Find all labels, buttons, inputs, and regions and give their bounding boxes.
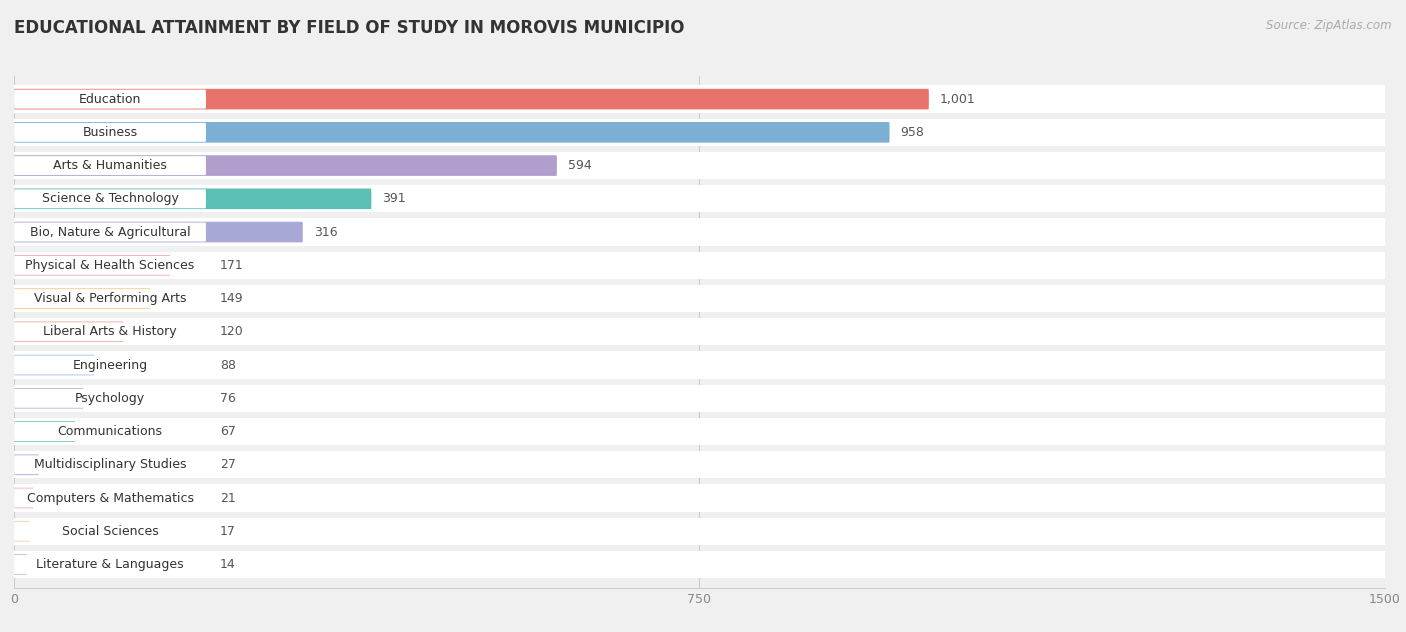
FancyBboxPatch shape xyxy=(14,488,34,508)
Text: Science & Technology: Science & Technology xyxy=(42,192,179,205)
FancyBboxPatch shape xyxy=(14,322,124,342)
FancyBboxPatch shape xyxy=(14,455,207,474)
Text: 391: 391 xyxy=(382,192,406,205)
FancyBboxPatch shape xyxy=(10,451,1389,478)
Text: Psychology: Psychology xyxy=(75,392,145,404)
FancyBboxPatch shape xyxy=(14,222,207,241)
Text: 14: 14 xyxy=(219,558,235,571)
Text: EDUCATIONAL ATTAINMENT BY FIELD OF STUDY IN MOROVIS MUNICIPIO: EDUCATIONAL ATTAINMENT BY FIELD OF STUDY… xyxy=(14,19,685,37)
Text: 88: 88 xyxy=(219,358,236,372)
FancyBboxPatch shape xyxy=(14,289,207,308)
Text: Multidisciplinary Studies: Multidisciplinary Studies xyxy=(34,458,186,471)
FancyBboxPatch shape xyxy=(14,256,207,275)
FancyBboxPatch shape xyxy=(10,119,1389,146)
Text: Physical & Health Sciences: Physical & Health Sciences xyxy=(25,259,194,272)
Text: 76: 76 xyxy=(219,392,236,404)
Text: 1,001: 1,001 xyxy=(939,93,976,106)
Text: Bio, Nature & Agricultural: Bio, Nature & Agricultural xyxy=(30,226,190,238)
Text: Computers & Mathematics: Computers & Mathematics xyxy=(27,492,194,504)
FancyBboxPatch shape xyxy=(14,389,207,408)
FancyBboxPatch shape xyxy=(14,155,557,176)
FancyBboxPatch shape xyxy=(14,555,207,574)
FancyBboxPatch shape xyxy=(10,484,1389,512)
FancyBboxPatch shape xyxy=(10,219,1389,246)
FancyBboxPatch shape xyxy=(14,421,76,442)
Text: Literature & Languages: Literature & Languages xyxy=(37,558,184,571)
FancyBboxPatch shape xyxy=(14,123,207,142)
FancyBboxPatch shape xyxy=(14,222,302,243)
FancyBboxPatch shape xyxy=(10,85,1389,112)
FancyBboxPatch shape xyxy=(10,252,1389,279)
Text: 67: 67 xyxy=(219,425,236,438)
Text: 316: 316 xyxy=(314,226,337,238)
FancyBboxPatch shape xyxy=(14,388,83,409)
Text: Social Sciences: Social Sciences xyxy=(62,525,159,538)
Text: 17: 17 xyxy=(219,525,236,538)
FancyBboxPatch shape xyxy=(10,385,1389,412)
FancyBboxPatch shape xyxy=(14,489,207,507)
Text: Visual & Performing Arts: Visual & Performing Arts xyxy=(34,292,186,305)
FancyBboxPatch shape xyxy=(10,351,1389,379)
FancyBboxPatch shape xyxy=(10,551,1389,578)
Text: Source: ZipAtlas.com: Source: ZipAtlas.com xyxy=(1267,19,1392,32)
FancyBboxPatch shape xyxy=(10,285,1389,312)
FancyBboxPatch shape xyxy=(14,356,207,375)
FancyBboxPatch shape xyxy=(14,521,30,542)
Text: Business: Business xyxy=(83,126,138,139)
FancyBboxPatch shape xyxy=(14,190,207,209)
Text: 958: 958 xyxy=(901,126,924,139)
FancyBboxPatch shape xyxy=(14,422,207,441)
FancyBboxPatch shape xyxy=(10,185,1389,212)
FancyBboxPatch shape xyxy=(10,152,1389,179)
FancyBboxPatch shape xyxy=(14,90,207,109)
Text: Arts & Humanities: Arts & Humanities xyxy=(53,159,167,172)
FancyBboxPatch shape xyxy=(14,355,94,375)
Text: 149: 149 xyxy=(219,292,243,305)
FancyBboxPatch shape xyxy=(14,322,207,341)
Text: Engineering: Engineering xyxy=(73,358,148,372)
Text: 27: 27 xyxy=(219,458,236,471)
FancyBboxPatch shape xyxy=(14,522,207,541)
Text: 120: 120 xyxy=(219,325,243,338)
FancyBboxPatch shape xyxy=(14,454,39,475)
FancyBboxPatch shape xyxy=(14,89,929,109)
FancyBboxPatch shape xyxy=(14,188,371,209)
FancyBboxPatch shape xyxy=(14,288,150,309)
Text: Education: Education xyxy=(79,93,141,106)
FancyBboxPatch shape xyxy=(10,318,1389,346)
FancyBboxPatch shape xyxy=(14,122,890,143)
Text: Communications: Communications xyxy=(58,425,163,438)
FancyBboxPatch shape xyxy=(14,255,170,276)
FancyBboxPatch shape xyxy=(14,156,207,175)
Text: 21: 21 xyxy=(219,492,235,504)
FancyBboxPatch shape xyxy=(10,418,1389,445)
FancyBboxPatch shape xyxy=(14,554,27,574)
Text: 594: 594 xyxy=(568,159,592,172)
Text: Liberal Arts & History: Liberal Arts & History xyxy=(44,325,177,338)
FancyBboxPatch shape xyxy=(10,518,1389,545)
Text: 171: 171 xyxy=(219,259,243,272)
